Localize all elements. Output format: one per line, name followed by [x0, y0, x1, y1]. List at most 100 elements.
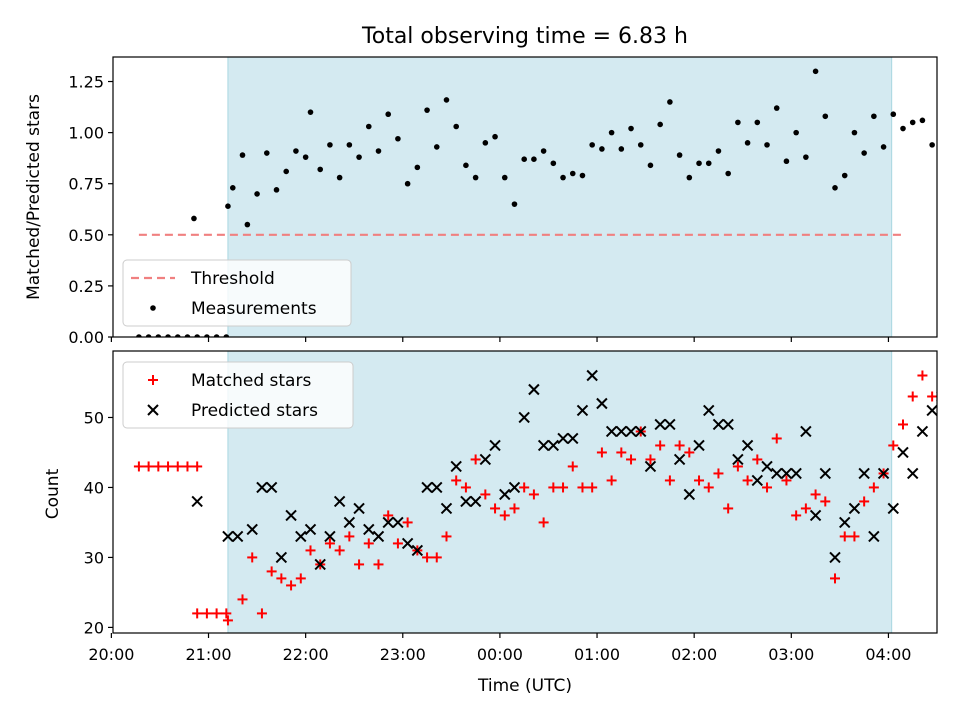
- data-point: [897, 446, 909, 459]
- data-point: [628, 125, 634, 132]
- data-point: [557, 432, 569, 445]
- data-point: [182, 461, 193, 472]
- data-point: [414, 164, 421, 171]
- data-point: [686, 174, 693, 181]
- y-tick-label: 1.25: [68, 73, 104, 92]
- x-tick-label: 02:00: [671, 645, 717, 664]
- data-point: [567, 461, 578, 472]
- data-point: [508, 481, 521, 494]
- data-point: [365, 123, 372, 130]
- data-point: [324, 538, 335, 549]
- data-point: [793, 129, 799, 136]
- data-point: [703, 482, 714, 493]
- data-point: [851, 129, 858, 136]
- data-point: [266, 566, 277, 577]
- data-point: [615, 425, 628, 438]
- legend-label: Matched stars: [191, 371, 311, 391]
- data-point: [898, 419, 909, 430]
- legend-swatch-dot: [150, 305, 156, 311]
- data-point: [463, 162, 469, 169]
- data-point: [596, 397, 608, 410]
- data-point: [244, 221, 251, 228]
- data-point: [482, 140, 489, 146]
- data-point: [713, 468, 724, 479]
- data-point: [780, 467, 793, 480]
- data-point: [589, 142, 595, 148]
- data-point: [305, 545, 316, 556]
- data-point: [528, 383, 540, 396]
- data-point: [764, 142, 770, 148]
- x-tick-label: 04:00: [865, 645, 911, 664]
- data-point: [596, 447, 607, 458]
- data-point: [705, 160, 712, 167]
- data-point: [771, 433, 782, 444]
- data-point: [443, 97, 450, 103]
- data-point: [548, 482, 559, 493]
- y-tick-label: 0.50: [68, 226, 104, 245]
- data-point: [354, 559, 365, 570]
- data-point: [762, 482, 773, 493]
- data-point: [657, 121, 663, 128]
- data-point: [402, 517, 413, 528]
- data-point: [822, 113, 829, 120]
- data-point: [781, 475, 792, 486]
- data-point: [450, 460, 462, 473]
- data-point: [849, 531, 860, 542]
- data-point: [917, 370, 928, 381]
- data-point: [333, 495, 346, 508]
- data-point: [626, 454, 637, 465]
- data-point: [809, 509, 822, 522]
- data-point: [732, 461, 743, 472]
- legend: Matched stars Predicted stars: [122, 361, 354, 429]
- legend: Threshold Measurements: [122, 259, 352, 327]
- data-point: [558, 482, 569, 493]
- data-point: [723, 503, 734, 514]
- data-point: [480, 489, 491, 500]
- data-point: [295, 573, 306, 584]
- data-point: [489, 439, 501, 452]
- data-point: [285, 509, 297, 522]
- data-point: [276, 573, 287, 584]
- x-tick-label: 22:00: [283, 645, 329, 664]
- data-point: [694, 475, 705, 486]
- data-point: [830, 573, 841, 584]
- axes-frame: [112, 56, 938, 338]
- data-point: [919, 117, 926, 124]
- data-point: [336, 174, 343, 181]
- data-point: [528, 489, 539, 500]
- data-point: [422, 552, 433, 563]
- data-point: [637, 142, 644, 148]
- data-point: [803, 154, 809, 160]
- data-point: [715, 148, 722, 154]
- data-point: [820, 496, 831, 507]
- data-point: [771, 467, 783, 480]
- data-point: [907, 391, 918, 402]
- data-point: [664, 475, 675, 486]
- y-tick-label: 30: [84, 548, 104, 567]
- data-point: [194, 334, 200, 337]
- legend-swatch-x: [147, 404, 159, 416]
- data-point: [550, 160, 557, 167]
- data-point: [353, 502, 365, 515]
- data-point: [453, 123, 459, 130]
- data-point: [136, 334, 142, 337]
- data-point: [927, 391, 937, 402]
- data-point: [887, 502, 899, 515]
- data-point: [246, 523, 258, 536]
- data-point: [800, 503, 811, 514]
- data-point: [773, 105, 780, 111]
- data-point: [184, 334, 191, 337]
- data-point: [916, 425, 929, 438]
- data-point: [655, 440, 666, 451]
- data-point: [576, 404, 589, 417]
- data-point: [752, 454, 763, 465]
- data-point: [363, 538, 374, 549]
- data-point: [247, 552, 258, 563]
- data-point: [859, 496, 870, 507]
- data-point: [222, 530, 234, 543]
- data-point: [509, 503, 520, 514]
- data-point: [375, 148, 382, 154]
- data-point: [567, 432, 579, 445]
- data-point: [599, 146, 605, 152]
- data-point: [693, 439, 705, 452]
